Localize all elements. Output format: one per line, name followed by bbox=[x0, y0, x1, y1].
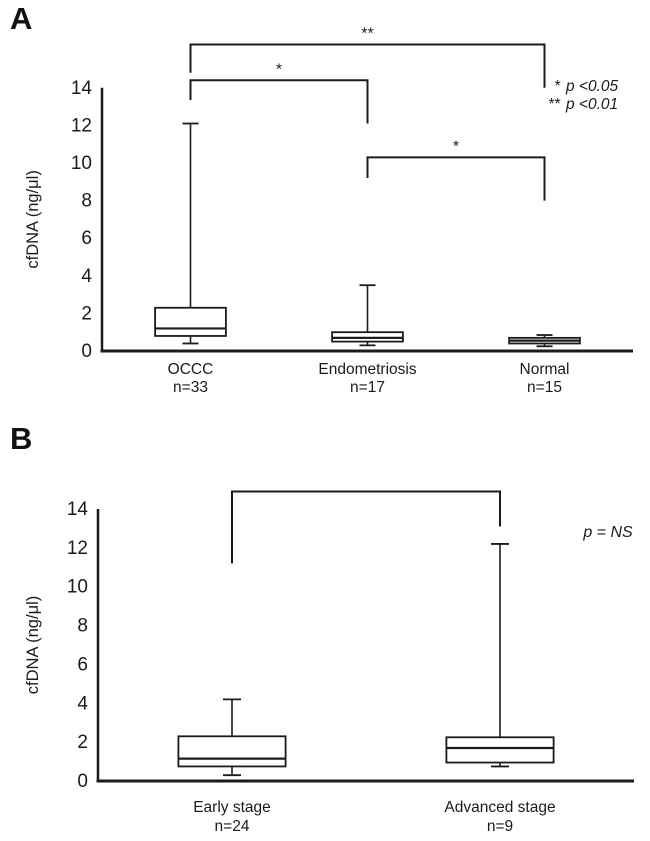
y-axis-title: cfDNA (ng/μl) bbox=[24, 596, 42, 694]
legend-marker: ** bbox=[548, 96, 561, 113]
category-label: Advanced stage bbox=[444, 799, 555, 816]
y-tick-label: 8 bbox=[81, 191, 92, 212]
category-label: OCCC bbox=[168, 361, 214, 378]
box-iqr bbox=[154, 306, 227, 337]
y-tick-label: 0 bbox=[77, 771, 88, 792]
legend-text: p <0.01 bbox=[565, 96, 618, 113]
y-tick-label: 6 bbox=[77, 654, 88, 675]
significance-stars: ** bbox=[361, 26, 373, 43]
y-tick-label: 6 bbox=[81, 228, 92, 249]
significance-bracket bbox=[231, 490, 501, 564]
category-label: Endometriosis bbox=[318, 361, 416, 378]
panel-b-letter: B bbox=[10, 421, 33, 456]
legend-marker: * bbox=[554, 78, 561, 95]
legend-text: p <0.05 bbox=[565, 78, 619, 95]
category-n-label: n=15 bbox=[527, 379, 562, 396]
y-tick-label: 14 bbox=[71, 78, 93, 99]
category-label: Early stage bbox=[193, 799, 271, 816]
category-n-label: n=24 bbox=[215, 818, 250, 835]
significance-stars: * bbox=[276, 61, 282, 78]
box-iqr bbox=[177, 735, 287, 768]
y-tick-label: 14 bbox=[67, 499, 89, 520]
y-tick-label: 0 bbox=[81, 341, 92, 362]
y-axis-title: cfDNA (ng/μl) bbox=[24, 170, 42, 268]
panel-b: B 0 2 4 6 8 10 12 14 cfDNA (ng/μl) Early stage n=2… bbox=[0, 420, 650, 841]
y-tick-label: 4 bbox=[77, 693, 88, 714]
significance-stars: * bbox=[453, 138, 459, 155]
box-iqr bbox=[445, 736, 555, 764]
panel-a-letter: A bbox=[10, 1, 33, 36]
y-tick-label: 12 bbox=[71, 115, 92, 136]
category-label: Normal bbox=[520, 361, 570, 378]
y-tick-label: 12 bbox=[67, 538, 88, 559]
significance-bracket bbox=[366, 156, 546, 201]
y-tick-label: 8 bbox=[77, 616, 88, 637]
y-tick-label: 2 bbox=[77, 732, 88, 753]
boxplot-panel-b: 0 2 4 6 8 10 12 14 cfDNA (ng/μl) Early stage n=24 A… bbox=[24, 490, 634, 835]
p-value-annotation: p = NS bbox=[582, 524, 633, 541]
significance-bracket bbox=[189, 43, 546, 88]
y-tick-label: 10 bbox=[67, 577, 88, 598]
y-tick-label: 10 bbox=[71, 153, 92, 174]
significance-bracket bbox=[189, 79, 369, 124]
category-n-label: n=9 bbox=[487, 818, 513, 835]
panel-a: A ** * * 0 2 4 6 8 10 12 14 cfDNA (ng/μl) OCCC n=33 En… bbox=[0, 0, 650, 420]
category-n-label: n=17 bbox=[350, 379, 385, 396]
y-tick-label: 4 bbox=[81, 266, 92, 287]
category-n-label: n=33 bbox=[173, 379, 208, 396]
y-tick-label: 2 bbox=[81, 303, 92, 324]
